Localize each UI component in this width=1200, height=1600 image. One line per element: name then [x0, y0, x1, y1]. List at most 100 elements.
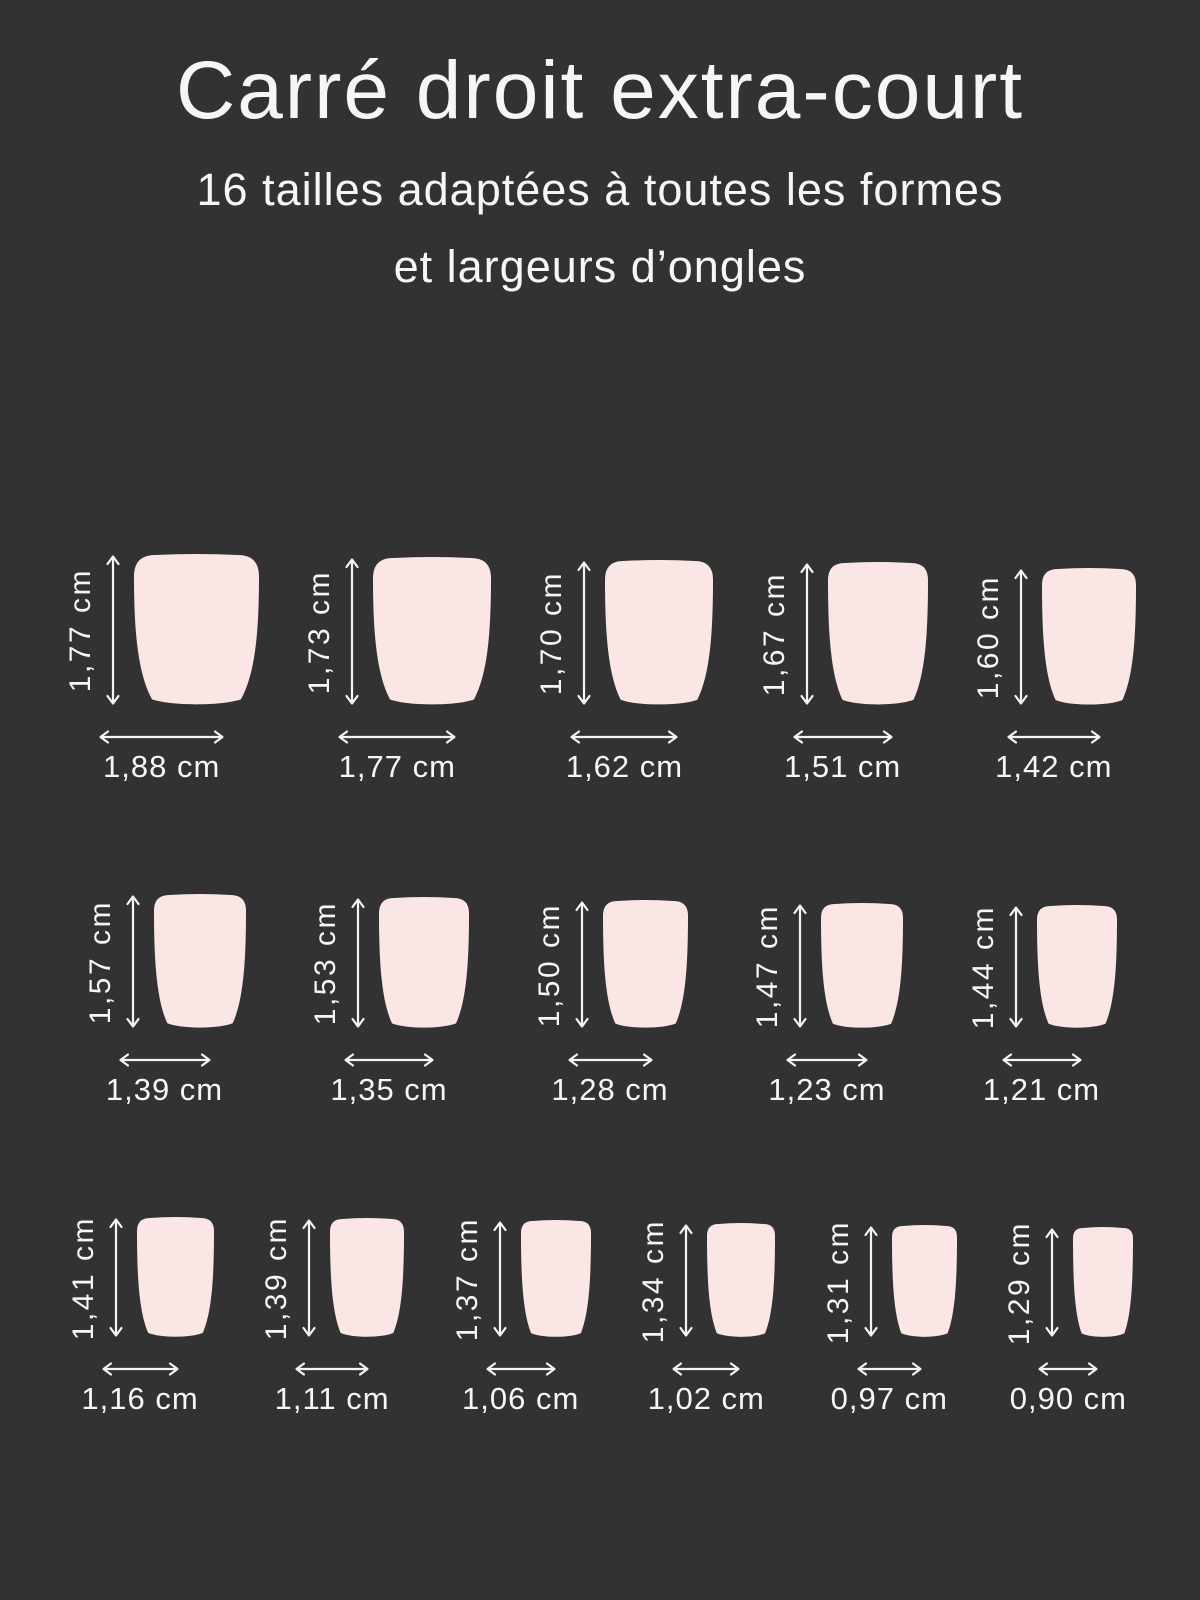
nail-size-cell: 1,77 cm 1,88 cm: [64, 553, 260, 785]
nail-figure: 1,47 cm: [751, 893, 903, 1030]
height-arrow-icon: [1014, 569, 1028, 705]
width-label: 1,23 cm: [768, 1072, 886, 1108]
height-dimension: 1,34 cm: [637, 1219, 694, 1343]
page-title: Carré droit extra-court: [175, 45, 1025, 136]
nail-shape: [379, 897, 469, 1028]
height-dimension: 1,50 cm: [533, 899, 590, 1030]
nail-figure: 1,70 cm: [535, 553, 714, 707]
nail-shape: [602, 900, 688, 1028]
nail-shape: [153, 894, 246, 1028]
nail-figure: 1,57 cm: [84, 893, 246, 1030]
nail-shape: [373, 557, 492, 705]
nail-shape: [891, 1225, 957, 1338]
width-arrow-icon: [101, 1362, 179, 1376]
width-label: 0,90 cm: [1009, 1381, 1128, 1417]
height-arrow-icon: [302, 1219, 316, 1337]
nail-figure: 1,34 cm: [637, 1216, 776, 1343]
height-arrow-icon: [577, 561, 592, 705]
width-arrow-icon: [338, 730, 456, 744]
nail-figure: 1,67 cm: [758, 553, 928, 707]
nail-figure: 1,77 cm: [64, 553, 260, 707]
height-label: 1,53 cm: [309, 901, 342, 1026]
height-label: 1,41 cm: [66, 1215, 100, 1340]
height-arrow-icon: [1008, 906, 1023, 1028]
height-dimension: 1,67 cm: [758, 561, 815, 707]
height-label: 1,73 cm: [303, 569, 337, 694]
height-dimension: 1,47 cm: [751, 902, 808, 1030]
size-row: 1,77 cm 1,88 cm 1,73 cm 1,77 cm 1,70 cm 1,62 …: [0, 553, 1200, 785]
nail-shape: [827, 562, 928, 705]
height-dimension: 1,41 cm: [66, 1215, 124, 1340]
nail-size-cell: 1,39 cm 1,11 cm: [260, 1216, 405, 1417]
height-dimension: 1,60 cm: [972, 567, 1029, 707]
nail-size-cell: 1,53 cm 1,35 cm: [309, 893, 469, 1108]
nail-figure: 1,31 cm: [822, 1216, 957, 1344]
nail-figure: 1,44 cm: [967, 893, 1117, 1030]
nail-figure: 1,53 cm: [309, 893, 469, 1030]
width-arrow-icon: [486, 1362, 556, 1376]
height-label: 1,44 cm: [966, 905, 1000, 1030]
height-dimension: 1,53 cm: [309, 896, 366, 1030]
height-arrow-icon: [493, 1221, 507, 1337]
width-arrow-icon: [857, 1362, 922, 1376]
height-arrow-icon: [351, 898, 365, 1028]
height-arrow-icon: [345, 558, 359, 705]
height-dimension: 1,70 cm: [535, 559, 592, 707]
nail-size-cell: 1,44 cm 1,21 cm: [967, 893, 1117, 1108]
width-arrow-icon: [786, 1053, 868, 1067]
height-arrow-icon: [679, 1224, 693, 1337]
nail-shape: [821, 903, 903, 1028]
width-label: 1,28 cm: [551, 1072, 669, 1108]
size-row: 1,41 cm 1,16 cm 1,39 cm 1,11 cm 1,37 cm 1,06 …: [0, 1216, 1200, 1417]
width-arrow-icon: [99, 730, 224, 744]
nail-shape: [1036, 905, 1117, 1028]
nail-size-cell: 1,73 cm 1,77 cm: [303, 553, 492, 785]
nail-figure: 1,50 cm: [533, 893, 688, 1030]
subtitle-line-1: 16 tailles adaptées à toutes les formes: [196, 164, 1004, 216]
nail-shape: [136, 1217, 214, 1338]
width-label: 1,51 cm: [783, 749, 902, 785]
width-arrow-icon: [295, 1362, 369, 1376]
width-arrow-icon: [1007, 730, 1101, 744]
nail-shape: [520, 1220, 591, 1338]
nail-shape: [707, 1223, 776, 1338]
height-label: 1,34 cm: [637, 1218, 671, 1343]
height-dimension: 1,44 cm: [967, 904, 1024, 1030]
height-arrow-icon: [125, 895, 140, 1028]
nail-size-cell: 1,67 cm 1,51 cm: [758, 553, 928, 785]
nail-size-cell: 1,29 cm 0,90 cm: [1003, 1216, 1134, 1417]
width-label: 1,77 cm: [338, 749, 456, 785]
nail-size-cell: 1,34 cm 1,02 cm: [637, 1216, 776, 1417]
nail-shape: [1041, 568, 1136, 705]
nail-figure: 1,37 cm: [450, 1216, 591, 1342]
nail-figure: 1,73 cm: [303, 553, 492, 707]
width-arrow-icon: [793, 730, 893, 744]
height-dimension: 1,77 cm: [64, 553, 121, 707]
nail-shape: [330, 1218, 405, 1338]
height-arrow-icon: [574, 901, 589, 1028]
width-label: 1,02 cm: [647, 1381, 765, 1417]
nail-size-cell: 1,37 cm 1,06 cm: [451, 1216, 591, 1417]
height-arrow-icon: [793, 904, 807, 1028]
height-arrow-icon: [1045, 1228, 1059, 1337]
nail-shape: [605, 560, 714, 705]
nail-size-cell: 1,70 cm 1,62 cm: [535, 553, 714, 785]
height-label: 1,37 cm: [450, 1217, 484, 1342]
nail-figure: 1,39 cm: [260, 1216, 405, 1341]
width-label: 1,35 cm: [330, 1072, 448, 1108]
height-dimension: 1,39 cm: [260, 1216, 317, 1341]
nail-size-cell: 1,31 cm 0,97 cm: [822, 1216, 957, 1417]
height-label: 1,67 cm: [757, 572, 791, 697]
height-label: 1,31 cm: [821, 1219, 855, 1344]
height-label: 1,77 cm: [64, 568, 98, 693]
width-label: 1,88 cm: [103, 749, 221, 785]
width-label: 0,97 cm: [830, 1381, 948, 1417]
height-label: 1,39 cm: [260, 1216, 294, 1341]
height-dimension: 1,57 cm: [84, 893, 141, 1030]
width-label: 1,62 cm: [565, 749, 684, 785]
nail-figure: 1,29 cm: [1003, 1216, 1134, 1345]
nail-figure: 1,41 cm: [66, 1215, 214, 1340]
width-label: 1,11 cm: [274, 1381, 390, 1417]
nail-size-cell: 1,50 cm 1,28 cm: [533, 893, 688, 1108]
